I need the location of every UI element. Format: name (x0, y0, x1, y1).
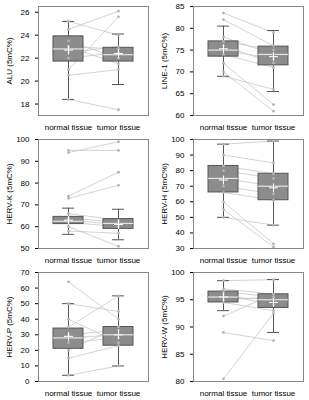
svg-text:tumor tissue: tumor tissue (97, 256, 141, 265)
svg-text:100: 100 (171, 135, 185, 144)
svg-text:normal tissue: normal tissue (45, 389, 93, 398)
svg-text:tumor tissue: tumor tissue (252, 256, 296, 265)
svg-text:normal tissue: normal tissue (45, 123, 93, 132)
svg-text:HERV-K (5mC%): HERV-K (5mC%) (5, 163, 14, 225)
svg-text:18: 18 (21, 100, 30, 109)
svg-text:24: 24 (21, 31, 30, 40)
svg-text:tumor tissue: tumor tissue (252, 123, 296, 132)
svg-text:normal tissue: normal tissue (200, 123, 248, 132)
svg-text:40: 40 (176, 228, 185, 237)
svg-text:60: 60 (21, 284, 30, 293)
svg-text:normal tissue: normal tissue (200, 256, 248, 265)
svg-text:22: 22 (21, 54, 30, 63)
svg-text:85: 85 (176, 350, 185, 359)
svg-text:50: 50 (21, 244, 30, 253)
svg-text:70: 70 (21, 200, 30, 209)
svg-text:60: 60 (21, 222, 30, 231)
svg-text:80: 80 (176, 166, 185, 175)
svg-text:100: 100 (171, 268, 185, 277)
svg-text:ALU (5mC%): ALU (5mC%) (5, 37, 14, 84)
svg-text:tumor tissue: tumor tissue (252, 389, 296, 398)
svg-text:HERV-H (5mC%): HERV-H (5mC%) (160, 163, 169, 225)
svg-text:LINE-1 (5mC%): LINE-1 (5mC%) (160, 32, 169, 89)
svg-text:50: 50 (21, 299, 30, 308)
svg-text:80: 80 (21, 179, 30, 188)
svg-text:100: 100 (16, 135, 30, 144)
svg-text:50: 50 (176, 213, 185, 222)
svg-text:40: 40 (21, 315, 30, 324)
svg-text:65: 65 (176, 89, 185, 98)
svg-text:90: 90 (176, 323, 185, 332)
svg-text:normal tissue: normal tissue (45, 256, 93, 265)
svg-text:HERV-W (5mC%): HERV-W (5mC%) (160, 295, 169, 359)
svg-text:10: 10 (21, 361, 30, 370)
svg-text:tumor tissue: tumor tissue (97, 123, 141, 132)
svg-text:30: 30 (176, 244, 185, 253)
svg-text:75: 75 (176, 46, 185, 55)
svg-text:60: 60 (176, 197, 185, 206)
svg-text:70: 70 (176, 67, 185, 76)
svg-text:HERV-P (5mC%): HERV-P (5mC%) (5, 296, 14, 357)
svg-text:0: 0 (25, 377, 30, 386)
svg-text:85: 85 (176, 2, 185, 11)
svg-text:80: 80 (176, 24, 185, 33)
svg-text:90: 90 (176, 151, 185, 160)
svg-text:95: 95 (176, 295, 185, 304)
svg-text:80: 80 (176, 377, 185, 386)
svg-text:60: 60 (176, 111, 185, 120)
svg-text:90: 90 (21, 157, 30, 166)
svg-text:20: 20 (21, 77, 30, 86)
svg-text:70: 70 (176, 182, 185, 191)
svg-text:20: 20 (21, 346, 30, 355)
svg-text:70: 70 (21, 268, 30, 277)
svg-text:26: 26 (21, 8, 30, 17)
svg-text:30: 30 (21, 330, 30, 339)
svg-text:normal tissue: normal tissue (200, 389, 248, 398)
svg-text:tumor tissue: tumor tissue (97, 389, 141, 398)
